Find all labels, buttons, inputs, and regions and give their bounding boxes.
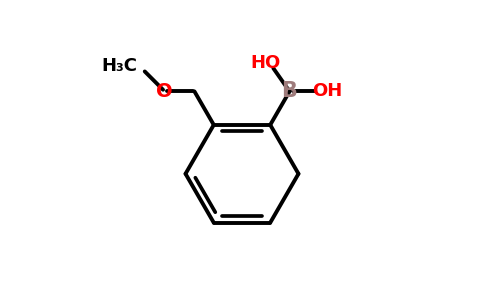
Text: H₃C: H₃C xyxy=(102,57,138,75)
Text: HO: HO xyxy=(250,55,280,73)
Text: OH: OH xyxy=(313,82,343,100)
Text: B: B xyxy=(282,81,298,101)
Text: O: O xyxy=(156,82,173,101)
